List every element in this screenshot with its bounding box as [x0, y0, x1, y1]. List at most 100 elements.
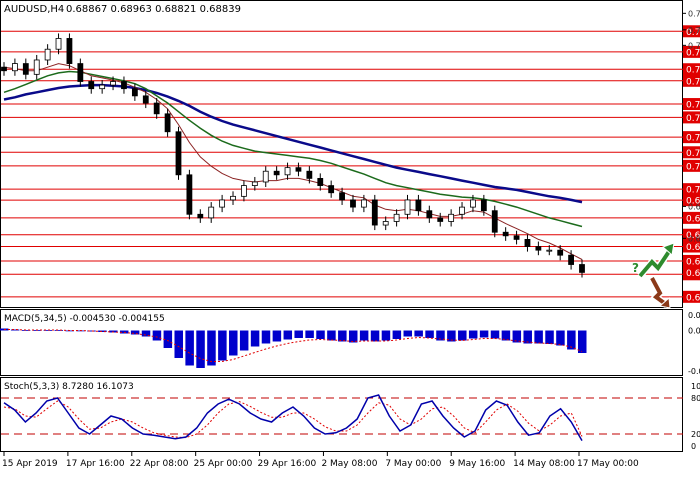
chart-ohlc: 0.68867 0.68963 0.68821 0.68839 — [66, 4, 241, 15]
time-tick-label: 25 Apr 00:00 — [194, 459, 253, 469]
level-label-bg — [683, 240, 700, 253]
level-label: 0.70514 — [686, 149, 700, 159]
macd-bar — [163, 330, 173, 348]
macd-tick-label: 0.003111 — [688, 311, 700, 320]
level-label: 0.69847 — [686, 197, 700, 207]
macd-bar — [283, 330, 293, 340]
level-label: 0.71671 — [686, 66, 700, 76]
macd-tick-label: -0.008101 — [688, 367, 700, 376]
candle-body — [568, 254, 574, 265]
stoch-tick-label: 0 — [691, 442, 696, 451]
macd-bar — [109, 330, 118, 333]
level-label-bg — [683, 183, 700, 196]
candle-body — [1, 66, 7, 72]
macd-bar — [458, 330, 467, 341]
level-label-bg — [683, 254, 700, 267]
ma-slow-line — [3, 83, 583, 204]
level-label: 0.72200 — [686, 28, 700, 38]
macd-bar — [578, 330, 587, 353]
macd-bar — [229, 330, 238, 356]
level-label-bg — [683, 146, 700, 159]
macd-bar — [272, 330, 282, 342]
candle-body — [251, 181, 258, 186]
candle-body — [197, 213, 204, 219]
candle-body — [241, 185, 247, 197]
candle-body — [230, 195, 236, 201]
time-tick-label: 2 May 08:00 — [321, 459, 377, 469]
macd-bar — [305, 330, 314, 338]
stoch-panel-frame — [0, 377, 683, 452]
level-label-bg — [683, 74, 700, 87]
macd-bar — [359, 330, 369, 341]
candle-body — [208, 206, 215, 219]
macd-bar — [534, 330, 543, 344]
candle-body — [284, 167, 291, 176]
svg-text:0.68839: 0.68839 — [686, 269, 700, 279]
chart-symbol: AUDUSD,H4 — [4, 4, 64, 15]
macd-bar — [185, 330, 194, 366]
candle-body — [66, 38, 73, 64]
macd-bar — [501, 330, 511, 341]
candle-body — [110, 81, 116, 86]
macd-bar — [436, 330, 445, 341]
macd-bar — [141, 330, 151, 337]
candle-body — [524, 239, 531, 247]
candle-body — [22, 63, 29, 75]
candle-body — [186, 174, 193, 215]
candle-body — [317, 178, 324, 186]
level-label-bg — [683, 111, 700, 124]
ma-mid-line — [3, 70, 583, 228]
macd-bar — [10, 329, 20, 331]
candle-body — [502, 231, 509, 237]
price-tick-label: 0.72220 — [688, 26, 700, 35]
macd-bar — [218, 330, 227, 361]
macd-bar — [370, 330, 380, 342]
macd-bar — [392, 330, 402, 339]
macd-bar — [152, 330, 162, 341]
macd-bar — [196, 330, 205, 368]
candle-body — [480, 199, 487, 212]
macd-bar — [403, 330, 413, 337]
candle-body — [33, 59, 40, 75]
level-label: 0.68500 — [686, 293, 700, 303]
candle-body — [99, 84, 106, 90]
candle-body — [262, 170, 269, 183]
level-label-bg — [683, 98, 700, 111]
current-price-tag: 0.68839 — [683, 266, 700, 279]
stoch-tick-label: 100 — [691, 382, 700, 391]
level-label-bg — [683, 194, 700, 207]
macd-bar — [338, 330, 347, 342]
time-tick-label: 9 May 16:00 — [449, 459, 505, 469]
level-label: 0.69365 — [686, 231, 700, 241]
level-label: 0.70325 — [686, 162, 700, 172]
candle-body — [382, 221, 389, 226]
time-tick-label: 14 May 08:00 — [513, 459, 575, 469]
candle-body — [579, 264, 585, 273]
candle-body — [459, 206, 465, 215]
level-label: 0.71913 — [686, 48, 700, 58]
stoch-title: Stoch(5,3,3) 8.7280 16.1073 — [4, 382, 134, 392]
candle-body — [153, 102, 160, 115]
macd-bar — [468, 330, 478, 339]
level-label-bg — [683, 63, 700, 76]
macd-bar — [98, 330, 107, 332]
macd-bar — [479, 330, 489, 338]
level-label: 0.71510 — [686, 77, 700, 87]
level-label: 0.70725 — [686, 134, 700, 144]
macd-bar — [21, 330, 31, 331]
macd-bar — [207, 330, 216, 366]
level-label-bg — [683, 25, 700, 38]
macd-bar — [174, 330, 183, 358]
price-tick-label: 0.69760 — [688, 202, 700, 211]
level-label: 0.69600 — [686, 214, 700, 224]
price-tick-label: 0.72450 — [688, 9, 700, 18]
candle-body — [535, 246, 542, 251]
stoch-main-line — [3, 394, 583, 441]
candle-body — [470, 199, 476, 208]
macd-panel-frame — [0, 309, 683, 376]
level-label-bg — [683, 159, 700, 172]
macd-bar — [348, 330, 358, 343]
macd-bar — [119, 330, 129, 334]
level-label: 0.69201 — [686, 243, 700, 253]
candle-body — [164, 113, 171, 133]
